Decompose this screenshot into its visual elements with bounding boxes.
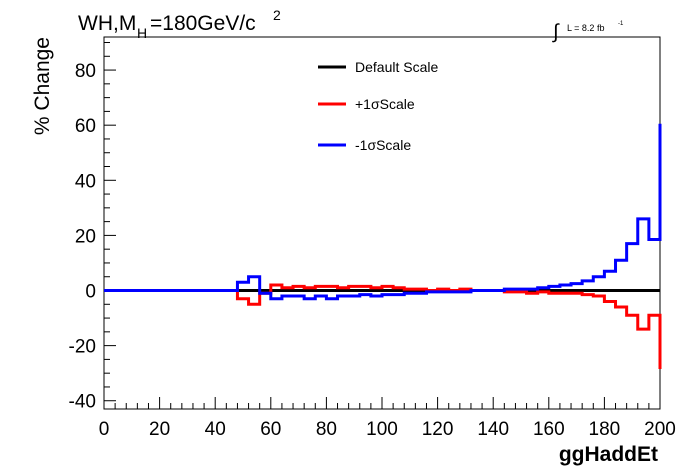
title-subscript: H bbox=[137, 25, 147, 41]
y-tick-label: 40 bbox=[75, 171, 96, 192]
legend-entry-label: -1σScale bbox=[355, 137, 411, 153]
series-line-minus1sigma bbox=[104, 123, 662, 301]
x-tick-label: 180 bbox=[589, 419, 621, 440]
chart-title: WH,M H =180GeV/c 2 bbox=[78, 7, 281, 41]
legend-entry-label: +1σScale bbox=[355, 96, 415, 112]
y-tick-label: 60 bbox=[75, 116, 96, 137]
y-tick-label: 0 bbox=[85, 282, 96, 303]
x-tick-label: 20 bbox=[149, 419, 170, 440]
x-axis-label: ggHaddEt bbox=[559, 443, 658, 466]
series-group bbox=[104, 123, 662, 370]
x-tick-label: 60 bbox=[260, 419, 281, 440]
x-tick-label: 160 bbox=[533, 419, 565, 440]
y-tick-label: 20 bbox=[75, 226, 96, 247]
x-tick-label: 100 bbox=[366, 419, 398, 440]
series-line-plus1sigma bbox=[104, 283, 662, 370]
x-tick-label: 200 bbox=[644, 419, 676, 440]
title-main: WH,M bbox=[78, 12, 136, 35]
title-rest: =180GeV/c bbox=[150, 12, 256, 35]
x-tick-label: 0 bbox=[99, 419, 110, 440]
title-superscript: 2 bbox=[273, 7, 281, 23]
lumi-text: L = 8.2 fb bbox=[567, 23, 604, 33]
y-tick-label: -20 bbox=[69, 337, 96, 358]
legend: Default Scale +1σScale -1σScale bbox=[318, 59, 438, 153]
y-tick-label: 80 bbox=[75, 61, 96, 82]
lumi-superscript: -1 bbox=[618, 21, 624, 27]
y-tick-label: -40 bbox=[69, 392, 96, 413]
plot-frame bbox=[103, 36, 661, 410]
y-axis-label: % Change bbox=[31, 37, 54, 135]
x-tick-label: 140 bbox=[477, 419, 509, 440]
lumi-integral-sign: ∫ bbox=[552, 21, 560, 43]
legend-entry-label: Default Scale bbox=[355, 59, 438, 75]
x-tick-label: 40 bbox=[205, 419, 226, 440]
axes: 0 20 40 60 80 100 120 140 160 180 200 -40 -20 0 20 40 60… bbox=[69, 36, 676, 440]
lumi-label: ∫ L = 8.2 fb -1 bbox=[552, 21, 624, 43]
x-tick-label: 80 bbox=[316, 419, 337, 440]
x-tick-label: 120 bbox=[422, 419, 454, 440]
